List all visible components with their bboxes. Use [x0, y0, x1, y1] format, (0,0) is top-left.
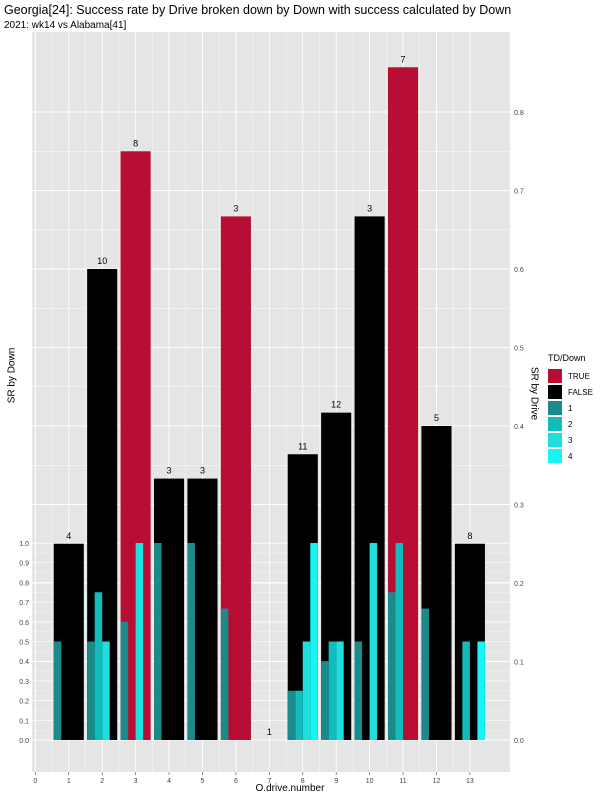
chart-subtitle: 2021: wk14 vs Alabama[41] [4, 20, 127, 31]
y-right-tick-label: 0.5 [514, 346, 524, 353]
legend-swatch [548, 401, 562, 415]
legend-label: 2 [568, 419, 573, 429]
down-bar [220, 608, 229, 740]
legend-item: 4 [548, 448, 593, 464]
down-bar [369, 543, 378, 740]
down-bar [336, 641, 344, 740]
down-bar [295, 690, 303, 740]
legend-swatch [548, 449, 562, 463]
down-bar [328, 641, 337, 740]
y-left-tick-label: 0.8 [19, 580, 29, 587]
x-tick-label: 5 [201, 778, 205, 785]
legend-item: FALSE [548, 384, 593, 400]
y-left-tick-label: 0.6 [19, 620, 29, 627]
drive-play-count-label: 11 [298, 441, 307, 451]
legend-label: 1 [568, 403, 573, 413]
drive-play-count-label: 1 [267, 727, 272, 737]
x-tick-label: 9 [334, 778, 338, 785]
down-bar [120, 621, 129, 740]
down-bar [135, 543, 144, 740]
x-tick-label: 4 [167, 778, 171, 785]
drive-play-count-label: 10 [97, 256, 107, 266]
x-tick-label: 0 [33, 778, 37, 785]
legend-title: TD/Down [548, 353, 586, 363]
down-bar [354, 641, 363, 740]
legend-item: 2 [548, 416, 593, 432]
down-bar [94, 592, 103, 740]
x-tick-label: 2 [100, 778, 104, 785]
y-left-tick-label: 1.0 [19, 541, 29, 548]
y-axis-left-label: SR by Down [6, 347, 18, 404]
drive-play-count-label: 5 [434, 413, 439, 423]
x-tick-label: 7 [267, 778, 271, 785]
legend-swatch [548, 369, 562, 383]
y-left-tick-label: 0.1 [19, 718, 29, 725]
x-tick-label: 10 [366, 778, 374, 785]
legend-item: 3 [548, 432, 593, 448]
drive-play-count-label: 3 [200, 466, 205, 476]
down-bar [477, 641, 485, 740]
down-bar [302, 641, 311, 740]
down-bar [287, 690, 296, 740]
y-right-tick-label: 0.7 [514, 189, 524, 196]
drive-play-count-label: 7 [401, 54, 406, 64]
down-bar [462, 641, 470, 740]
x-tick-label: 12 [433, 778, 441, 785]
drive-play-count-label: 3 [233, 203, 238, 213]
down-bar [321, 661, 329, 740]
legend-label: FALSE [568, 387, 593, 397]
down-bar [387, 592, 396, 740]
x-tick-label: 11 [399, 778, 406, 785]
legend-swatch [548, 433, 562, 447]
y-left-tick-label: 0.9 [19, 561, 29, 568]
y-right-tick-label: 0.2 [514, 581, 524, 588]
down-bar [395, 543, 404, 740]
y-axis-right-label: SR by Drive [528, 366, 540, 421]
legend-swatch [548, 417, 562, 431]
x-tick-label: 13 [466, 778, 474, 785]
y-left-tick-label: 0.0 [19, 738, 29, 745]
x-tick-label: 6 [234, 778, 238, 785]
drive-play-count-label: 4 [66, 531, 71, 541]
x-axis-label: O.drive.number [255, 783, 325, 794]
chart-title: Georgia[24]: Success rate by Drive broke… [4, 3, 512, 17]
down-bar [187, 543, 195, 740]
y-right-tick-label: 0.4 [514, 424, 524, 431]
down-bar [87, 641, 95, 740]
drive-play-count-label: 3 [167, 466, 172, 476]
y-left-tick-label: 0.7 [19, 600, 29, 607]
legend-item: TRUE [548, 368, 593, 384]
down-bar [310, 543, 318, 740]
legend-item: 1 [548, 400, 593, 416]
legend-label: 3 [568, 435, 573, 445]
down-bar [154, 543, 162, 740]
y-left-tick-label: 0.3 [19, 679, 29, 686]
y-right-tick-label: 0.6 [514, 267, 524, 274]
y-left-tick-label: 0.2 [19, 699, 29, 706]
drive-play-count-label: 12 [331, 400, 341, 410]
drive-play-count-label: 3 [367, 203, 372, 213]
y-left-tick-label: 0.5 [19, 640, 29, 647]
drive-play-count-label: 8 [467, 531, 472, 541]
x-tick-label: 3 [134, 778, 138, 785]
x-tick-label: 1 [67, 778, 71, 785]
y-right-tick-label: 0.1 [514, 660, 524, 667]
legend: TD/Down TRUE FALSE 1 2 3 4 [548, 353, 593, 464]
down-bar [421, 608, 429, 740]
down-bar [53, 641, 62, 740]
down-bar [102, 641, 110, 740]
legend-label: 4 [568, 451, 573, 461]
drive-play-count-label: 8 [133, 138, 138, 148]
y-right-tick-label: 0.3 [514, 503, 524, 510]
x-tick-label: 8 [301, 778, 305, 785]
y-right-tick-label: 0.0 [514, 738, 524, 745]
y-right-tick-label: 0.8 [514, 110, 524, 117]
y-left-tick-label: 0.4 [19, 659, 29, 666]
legend-swatch [548, 385, 562, 399]
legend-label: TRUE [568, 371, 590, 381]
